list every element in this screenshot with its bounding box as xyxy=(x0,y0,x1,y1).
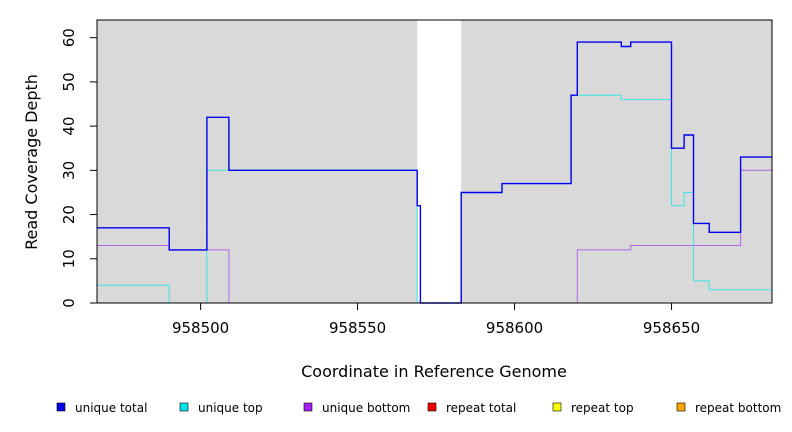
plot-area-border xyxy=(96,19,773,304)
legend-swatch-unique-total xyxy=(56,402,66,412)
y-tick-label: 0 xyxy=(60,298,78,308)
y-tick-label: 40 xyxy=(60,117,78,136)
series-line-unique-total xyxy=(97,41,772,304)
y-tick-label: 20 xyxy=(60,205,78,224)
x-tick-label: 958650 xyxy=(643,319,700,337)
y-tick-label: 50 xyxy=(60,72,78,91)
y-tick-label: 60 xyxy=(60,28,78,47)
legend-swatch-repeat-top xyxy=(552,402,562,412)
legend-label-repeat-top: repeat top xyxy=(571,401,634,415)
shaded-regions xyxy=(97,20,772,303)
y-axis-title: Read Coverage Depth xyxy=(22,74,41,250)
x-tick-label: 958600 xyxy=(486,319,543,337)
shaded-region-2 xyxy=(461,20,772,303)
legend-label-repeat-total: repeat total xyxy=(446,401,516,415)
shaded-region-1 xyxy=(97,20,418,303)
x-axis-title: Coordinate in Reference Genome xyxy=(301,362,567,381)
legend-swatch-unique-bottom xyxy=(303,402,313,412)
x-axis-ticks: 958500 958550 958600 958650 xyxy=(172,303,700,337)
legend-swatch-repeat-bottom xyxy=(676,402,686,412)
legend-label-unique-bottom: unique bottom xyxy=(322,401,410,415)
x-tick-label: 958500 xyxy=(172,319,229,337)
y-tick-label: 10 xyxy=(60,249,78,268)
y-axis-ticks: 0 10 20 30 40 50 60 xyxy=(60,28,97,308)
legend-swatch-unique-top xyxy=(179,402,189,412)
legend-label-repeat-bottom: repeat bottom xyxy=(695,401,781,415)
x-tick-label: 958550 xyxy=(329,319,386,337)
legend-label-unique-total: unique total xyxy=(75,401,147,415)
y-tick-label: 30 xyxy=(60,161,78,180)
legend-label-unique-top: unique top xyxy=(198,401,263,415)
legend: unique total unique top unique bottom repea… xyxy=(56,401,781,415)
legend-swatch-repeat-total xyxy=(427,402,437,412)
